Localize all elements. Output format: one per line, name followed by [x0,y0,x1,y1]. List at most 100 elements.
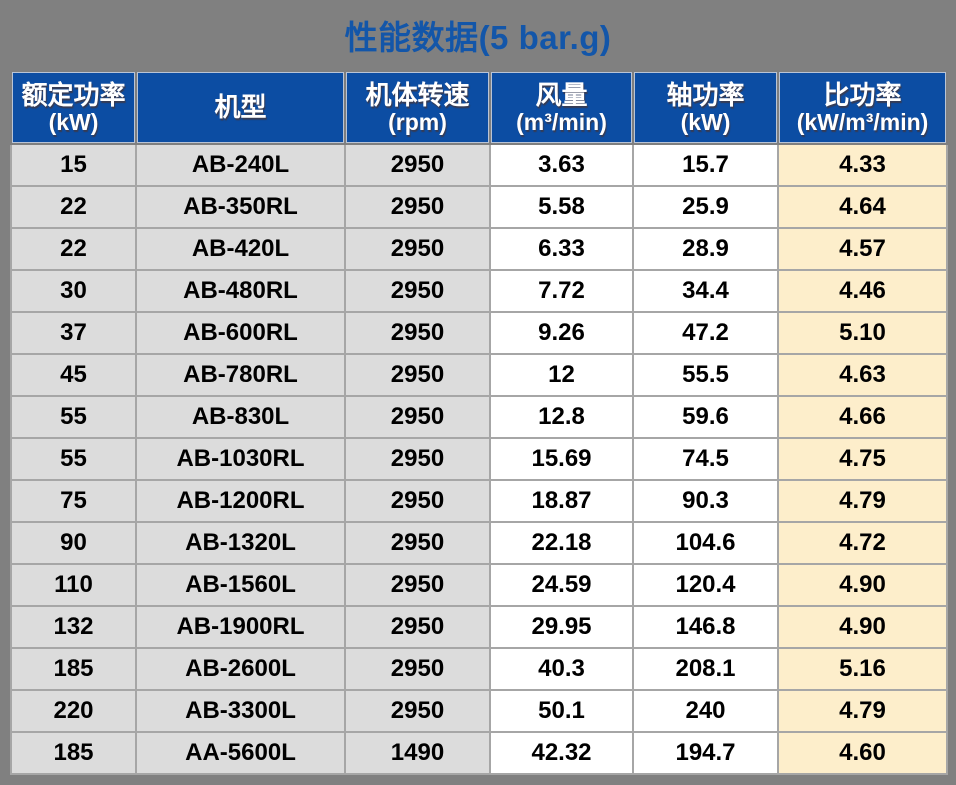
header-label: 机型 [214,92,267,123]
cell-shaft-power: 74.5 [632,437,779,481]
column-header-model: 机型 [135,70,346,145]
cell-specific-power: 4.72 [777,521,948,565]
cell-speed: 2950 [344,143,491,187]
cell-speed: 2950 [344,437,491,481]
cell-speed: 2950 [344,521,491,565]
table-row: 22 AB-420L 2950 6.33 28.9 4.57 [10,227,948,271]
cell-speed: 2950 [344,269,491,313]
table-row: 37 AB-600RL 2950 9.26 47.2 5.10 [10,311,948,355]
cell-air-flow: 9.26 [489,311,634,355]
cell-air-flow: 12.8 [489,395,634,439]
cell-specific-power: 4.90 [777,605,948,649]
cell-air-flow: 22.18 [489,521,634,565]
table-row: 132 AB-1900RL 2950 29.95 146.8 4.90 [10,605,948,649]
cell-shaft-power: 90.3 [632,479,779,523]
cell-specific-power: 4.57 [777,227,948,271]
cell-speed: 2950 [344,563,491,607]
cell-model: AB-600RL [135,311,346,355]
cell-rated-power: 75 [10,479,137,523]
header-label: 比功率 [823,79,902,110]
cell-speed: 2950 [344,227,491,271]
cell-specific-power: 4.33 [777,143,948,187]
cell-speed: 2950 [344,311,491,355]
cell-air-flow: 7.72 [489,269,634,313]
cell-rated-power: 37 [10,311,137,355]
cell-shaft-power: 104.6 [632,521,779,565]
cell-model: AB-830L [135,395,346,439]
cell-shaft-power: 146.8 [632,605,779,649]
cell-specific-power: 5.16 [777,647,948,691]
header-unit: (kW) [48,109,99,136]
cell-model: AB-1900RL [135,605,346,649]
header-label: 机体转速 [365,79,470,110]
cell-model: AB-240L [135,143,346,187]
cell-shaft-power: 208.1 [632,647,779,691]
cell-shaft-power: 47.2 [632,311,779,355]
cell-specific-power: 4.79 [777,689,948,733]
cell-rated-power: 185 [10,731,137,775]
table-row: 220 AB-3300L 2950 50.1 240 4.79 [10,689,948,733]
cell-model: AB-3300L [135,689,346,733]
cell-shaft-power: 28.9 [632,227,779,271]
table-row: 30 AB-480RL 2950 7.72 34.4 4.46 [10,269,948,313]
cell-shaft-power: 25.9 [632,185,779,229]
cell-speed: 2950 [344,395,491,439]
table-row: 185 AA-5600L 1490 42.32 194.7 4.60 [10,731,948,775]
cell-model: AB-480RL [135,269,346,313]
cell-shaft-power: 120.4 [632,563,779,607]
header-unit: (kW/m³/min) [796,109,929,136]
column-header-shaft-power: 轴功率 (kW) [632,70,779,145]
cell-rated-power: 185 [10,647,137,691]
cell-air-flow: 40.3 [489,647,634,691]
table-row: 185 AB-2600L 2950 40.3 208.1 5.16 [10,647,948,691]
header-label: 风量 [535,79,588,110]
table-row: 55 AB-1030RL 2950 15.69 74.5 4.75 [10,437,948,481]
column-header-specific-power: 比功率 (kW/m³/min) [777,70,948,145]
cell-speed: 2950 [344,605,491,649]
header-unit: (m³/min) [516,109,607,136]
cell-air-flow: 12 [489,353,634,397]
cell-air-flow: 6.33 [489,227,634,271]
column-header-speed: 机体转速 (rpm) [344,70,491,145]
cell-air-flow: 3.63 [489,143,634,187]
table-row: 75 AB-1200RL 2950 18.87 90.3 4.79 [10,479,948,523]
cell-specific-power: 4.75 [777,437,948,481]
cell-model: AB-780RL [135,353,346,397]
header-label: 轴功率 [666,79,745,110]
cell-shaft-power: 240 [632,689,779,733]
header-label: 额定功率 [21,79,126,110]
table-row: 45 AB-780RL 2950 12 55.5 4.63 [10,353,948,397]
cell-specific-power: 4.46 [777,269,948,313]
cell-model: AB-1030RL [135,437,346,481]
cell-rated-power: 22 [10,227,137,271]
cell-air-flow: 18.87 [489,479,634,523]
cell-rated-power: 30 [10,269,137,313]
table-body: 15 AB-240L 2950 3.63 15.7 4.33 22 AB-350RL 2950 5… [10,143,948,775]
cell-rated-power: 45 [10,353,137,397]
cell-specific-power: 4.66 [777,395,948,439]
cell-rated-power: 55 [10,437,137,481]
cell-specific-power: 4.90 [777,563,948,607]
cell-model: AB-1320L [135,521,346,565]
performance-table: 额定功率 (kW) 机型 机体转速 (rpm) 风量 (m³/min) 轴功率 … [10,70,948,775]
cell-model: AB-420L [135,227,346,271]
cell-air-flow: 50.1 [489,689,634,733]
cell-air-flow: 29.95 [489,605,634,649]
cell-specific-power: 4.60 [777,731,948,775]
cell-shaft-power: 194.7 [632,731,779,775]
cell-speed: 2950 [344,479,491,523]
table-row: 90 AB-1320L 2950 22.18 104.6 4.72 [10,521,948,565]
cell-rated-power: 132 [10,605,137,649]
cell-rated-power: 90 [10,521,137,565]
cell-air-flow: 5.58 [489,185,634,229]
cell-shaft-power: 59.6 [632,395,779,439]
cell-model: AB-1560L [135,563,346,607]
cell-speed: 2950 [344,647,491,691]
cell-specific-power: 4.79 [777,479,948,523]
cell-air-flow: 42.32 [489,731,634,775]
header-unit: (rpm) [388,109,447,136]
cell-rated-power: 110 [10,563,137,607]
title-bar: 性能数据(5 bar.g) [0,0,956,70]
cell-air-flow: 15.69 [489,437,634,481]
cell-shaft-power: 34.4 [632,269,779,313]
